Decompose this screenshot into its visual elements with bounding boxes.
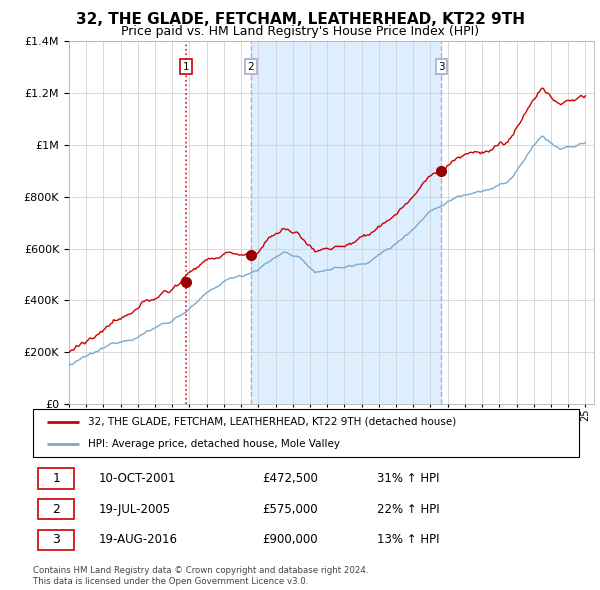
Text: 1: 1 (182, 62, 189, 72)
Text: £900,000: £900,000 (262, 533, 318, 546)
Text: This data is licensed under the Open Government Licence v3.0.: This data is licensed under the Open Gov… (33, 577, 308, 586)
Text: 32, THE GLADE, FETCHAM, LEATHERHEAD, KT22 9TH: 32, THE GLADE, FETCHAM, LEATHERHEAD, KT2… (76, 12, 524, 27)
Text: 19-AUG-2016: 19-AUG-2016 (98, 533, 178, 546)
Text: 22% ↑ HPI: 22% ↑ HPI (377, 503, 440, 516)
FancyBboxPatch shape (38, 530, 74, 550)
Text: 2: 2 (247, 62, 254, 72)
Text: 31% ↑ HPI: 31% ↑ HPI (377, 472, 439, 485)
Text: Contains HM Land Registry data © Crown copyright and database right 2024.: Contains HM Land Registry data © Crown c… (33, 566, 368, 575)
FancyBboxPatch shape (38, 468, 74, 489)
Text: £575,000: £575,000 (262, 503, 318, 516)
Text: £472,500: £472,500 (262, 472, 318, 485)
Text: Price paid vs. HM Land Registry's House Price Index (HPI): Price paid vs. HM Land Registry's House … (121, 25, 479, 38)
Text: 19-JUL-2005: 19-JUL-2005 (98, 503, 170, 516)
FancyBboxPatch shape (38, 499, 74, 519)
Text: 32, THE GLADE, FETCHAM, LEATHERHEAD, KT22 9TH (detached house): 32, THE GLADE, FETCHAM, LEATHERHEAD, KT2… (88, 417, 456, 427)
Text: 3: 3 (438, 62, 445, 72)
Text: 13% ↑ HPI: 13% ↑ HPI (377, 533, 439, 546)
Text: 1: 1 (52, 472, 60, 485)
Text: 3: 3 (52, 533, 60, 546)
Text: 10-OCT-2001: 10-OCT-2001 (98, 472, 176, 485)
Text: HPI: Average price, detached house, Mole Valley: HPI: Average price, detached house, Mole… (88, 439, 340, 449)
Bar (251, 41, 442, 404)
Text: 2: 2 (52, 503, 60, 516)
